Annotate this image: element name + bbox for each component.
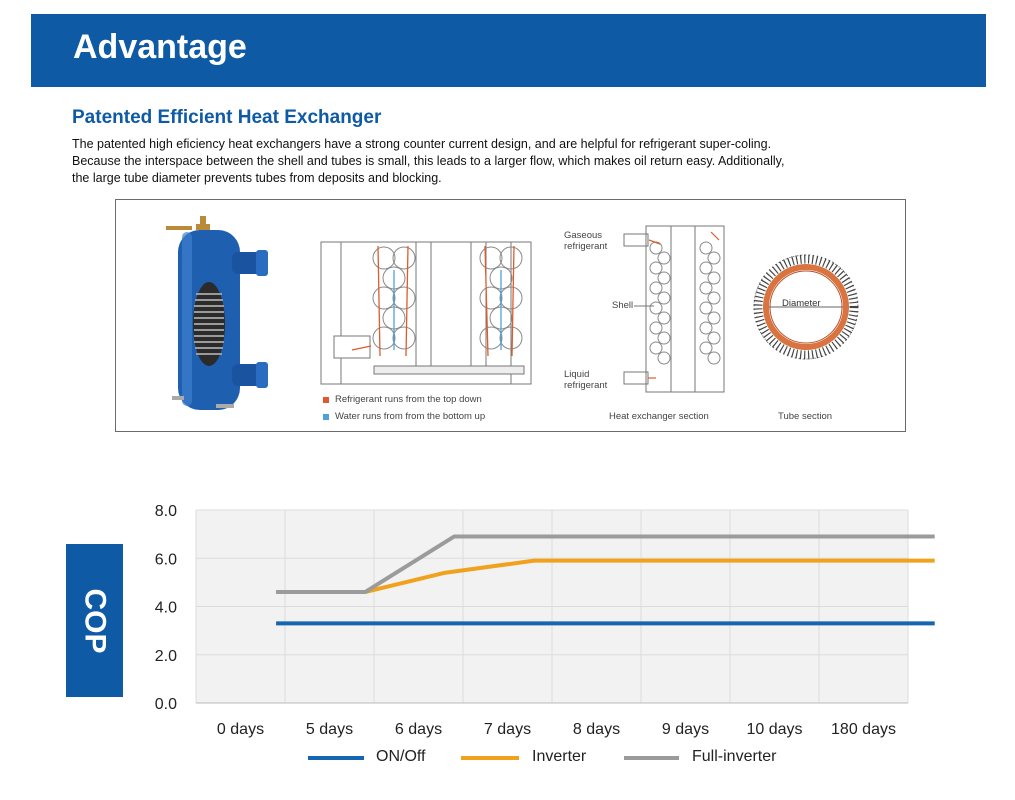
shell-label: Shell xyxy=(612,300,634,311)
section-caption: Heat exchanger section xyxy=(609,411,709,422)
description-line-2: Because the interspace between the shell… xyxy=(72,154,785,168)
diameter-label: Diameter xyxy=(782,298,821,309)
x-tick-label: 7 days xyxy=(484,721,531,738)
y-tick-label: 8.0 xyxy=(155,503,177,520)
x-tick-label: 10 days xyxy=(746,721,802,738)
legend-inverter-swatch xyxy=(461,756,519,760)
y-tick-label: 6.0 xyxy=(155,551,177,568)
legend-full-inverter-swatch xyxy=(624,756,679,760)
liquid-refrigerant-label-1: Liquid xyxy=(564,369,590,380)
y-axis-ticks: 8.0 6.0 4.0 2.0 0.0 xyxy=(155,503,177,713)
liquid-refrigerant-label-2: refrigerant xyxy=(564,380,608,391)
description-line-1: The patented high eficiency heat exchang… xyxy=(72,137,772,151)
water-legend-swatch xyxy=(323,414,329,420)
chart-series xyxy=(276,534,935,626)
legend-inverter-label: Inverter xyxy=(532,748,587,765)
heat-exchanger-illustration xyxy=(166,216,859,420)
x-tick-label: 8 days xyxy=(573,721,620,738)
page-title: Advantage xyxy=(73,28,247,66)
x-tick-label: 6 days xyxy=(395,721,442,738)
gaseous-refrigerant-label-1: Gaseous xyxy=(564,230,603,241)
exchanger-section-diagram xyxy=(623,225,725,393)
legend-onoff-label: ON/Off xyxy=(376,748,426,765)
exchanger-tubes xyxy=(649,241,721,365)
series-line-full-inverter xyxy=(276,534,935,595)
water-legend-label: Water runs from from the bottom up xyxy=(335,411,486,422)
y-tick-label: 2.0 xyxy=(155,648,177,665)
header-banner: Advantage xyxy=(31,14,986,87)
refrigerant-legend-label: Refrigerant runs from the top down xyxy=(335,394,482,405)
gaseous-refrigerant-label-2: refrigerant xyxy=(564,241,608,252)
chart-grid xyxy=(195,509,909,704)
description-line-3: the large tube diameter prevents tubes f… xyxy=(72,171,442,185)
x-tick-label: 180 days xyxy=(831,721,896,738)
flow-diagram xyxy=(320,241,532,385)
tube-section-diagram xyxy=(753,254,859,360)
x-tick-label: 5 days xyxy=(306,721,353,738)
refrigerant-legend-swatch xyxy=(323,397,329,403)
y-tick-label: 0.0 xyxy=(155,696,177,713)
y-tick-label: 4.0 xyxy=(155,600,177,617)
heat-exchanger-product-image xyxy=(166,216,268,410)
legend-full-inverter-label: Full-inverter xyxy=(692,748,777,765)
x-tick-label: 9 days xyxy=(662,721,709,738)
section-title: Patented Efficient Heat Exchanger xyxy=(72,107,382,128)
x-tick-label: 0 days xyxy=(217,721,264,738)
heat-exchanger-figure: Refrigerant runs from the top down Water… xyxy=(115,199,906,432)
tube-section-caption: Tube section xyxy=(778,411,833,422)
legend-onoff-swatch xyxy=(308,756,364,760)
x-axis-ticks: 0 days 5 days 6 days 7 days 8 days 9 days 10 d… xyxy=(217,721,896,738)
cop-axis-badge: COP xyxy=(66,544,123,697)
